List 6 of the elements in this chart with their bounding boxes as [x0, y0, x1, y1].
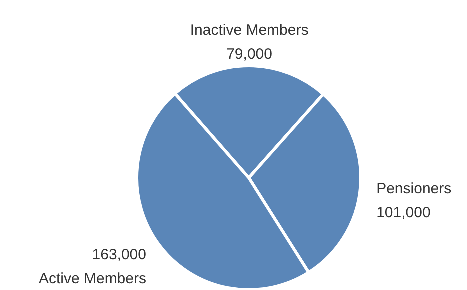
- slice-label: Pensioners: [376, 180, 452, 198]
- data-label: 163,000: [92, 246, 146, 264]
- data-label: 79,000: [226, 46, 272, 63]
- data-label: 101,000: [376, 204, 431, 222]
- slice-label: Active Members: [38, 270, 146, 288]
- slice-label: Inactive Members: [190, 22, 309, 39]
